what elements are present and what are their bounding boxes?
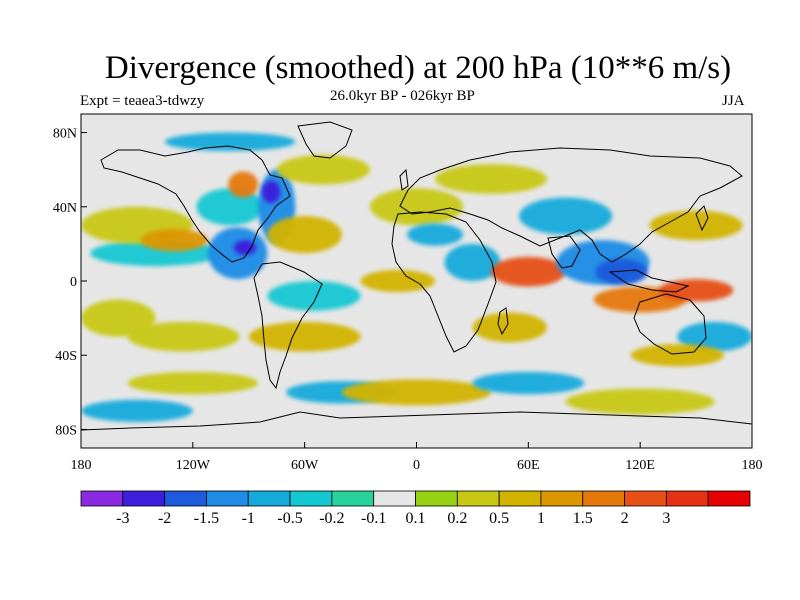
divergence-blob	[595, 258, 648, 285]
coast-india	[547, 235, 581, 269]
colorbar: -3 -2 -1.5 -1 -0.5 -0.2 -0.1 0.1 0.2 0.5 1 1.5 2 3	[80, 490, 751, 527]
colorbar-label: -1.5	[194, 510, 219, 527]
coast-australia	[633, 293, 707, 355]
coast-greenland	[297, 121, 353, 159]
colorbar-swatch	[540, 490, 584, 507]
colorbar-swatch	[206, 490, 249, 507]
colorbar-swatch	[665, 490, 709, 507]
y-tick-label: 80N	[53, 127, 77, 142]
period-label: 26.0kyr BP - 026kyr BP	[330, 88, 475, 104]
divergence-blob	[360, 269, 436, 293]
divergence-blob	[81, 399, 193, 423]
divergence-blob	[233, 240, 257, 256]
divergence-blob	[341, 379, 492, 406]
coast-north-america	[100, 145, 291, 263]
y-axis: 80N 40N 0 40S 80S	[53, 127, 87, 438]
y-tick-label: 80S	[55, 423, 77, 438]
colorbar-swatch	[247, 490, 291, 507]
colorbar-swatch	[456, 490, 500, 507]
colorbar-swatch	[331, 490, 375, 507]
divergence-blob	[519, 197, 613, 235]
divergence-blob	[267, 216, 342, 254]
colorbar-label: 0.5	[489, 510, 509, 527]
divergence-blob	[207, 227, 268, 280]
colorbar-label: 0.1	[406, 510, 426, 527]
colorbar-label: 1.5	[573, 510, 593, 527]
colorbar-swatch	[80, 490, 124, 507]
coast-eurasia	[399, 147, 743, 263]
divergence-blob	[435, 164, 547, 194]
divergence-blob	[267, 281, 361, 311]
colorbar-label: -0.1	[361, 510, 386, 527]
coast-japan	[695, 205, 709, 232]
divergence-blob	[565, 388, 715, 415]
y-tick-label: 40S	[55, 349, 77, 364]
x-tick-label: 180	[742, 458, 763, 473]
divergence-blob	[127, 321, 240, 352]
divergence-blob	[196, 188, 264, 226]
colorbar-label: -3	[116, 510, 129, 527]
coast-uk	[399, 168, 409, 191]
colorbar-swatch	[707, 490, 751, 507]
divergence-blob	[472, 371, 585, 395]
divergence-blob	[261, 180, 281, 204]
x-tick-label: 0	[413, 458, 420, 473]
colorbar-label: -0.2	[319, 510, 344, 527]
colorbar-label: 1	[537, 510, 545, 527]
y-tick-label: 0	[70, 275, 77, 290]
coast-africa	[391, 211, 497, 353]
divergence-blob	[81, 299, 156, 337]
coast-south-america	[253, 261, 323, 390]
colorbar-swatch	[624, 490, 667, 507]
coast-maritime-continent	[608, 269, 690, 293]
colorbar-label: -2	[158, 510, 171, 527]
chart-title: Divergence (smoothed) at 200 hPa (10**6 …	[104, 50, 732, 86]
season-label: JJA	[722, 93, 745, 109]
divergence-blob	[248, 321, 361, 352]
colorbar-label: -1	[242, 510, 255, 527]
colorbar-swatch	[415, 490, 458, 507]
coast-madagascar	[497, 307, 509, 336]
colorbar-swatch	[582, 490, 625, 507]
colorbar-swatch	[373, 490, 416, 507]
divergence-blob	[472, 312, 547, 343]
x-tick-label: 180	[71, 458, 92, 473]
divergence-blob	[491, 256, 566, 287]
colorbar-swatch	[498, 490, 542, 507]
x-tick-label: 60E	[517, 458, 540, 473]
colorbar-label: -0.5	[277, 510, 302, 527]
y-tick-label: 40N	[53, 201, 77, 216]
divergence-blob	[164, 132, 296, 152]
divergence-blob	[127, 371, 259, 395]
colorbar-swatch	[164, 490, 207, 507]
divergence-blob	[369, 188, 464, 226]
divergence-field	[81, 132, 752, 423]
experiment-label: Expt = teaea3-tdwzy	[80, 93, 205, 109]
x-tick-label: 60W	[291, 458, 319, 473]
colorbar-swatch	[122, 490, 166, 507]
coast-antarctica	[81, 411, 752, 431]
divergence-blob	[630, 344, 725, 367]
divergence-blob	[276, 154, 370, 185]
divergence-blob	[407, 223, 464, 246]
divergence-blob	[658, 279, 734, 302]
divergence-blob	[228, 171, 259, 198]
colorbar-label: 3	[662, 510, 670, 527]
colorbar-swatch	[289, 490, 333, 507]
divergence-blob	[140, 229, 208, 252]
coastlines	[81, 121, 752, 431]
colorbar-label: 0.2	[447, 510, 467, 527]
x-tick-label: 120W	[176, 458, 211, 473]
divergence-blob	[677, 321, 752, 352]
divergence-blob	[649, 210, 743, 241]
divergence-blob	[444, 243, 501, 281]
x-tick-label: 120E	[625, 458, 655, 473]
colorbar-label: 2	[621, 510, 629, 527]
x-axis: 180 120W 60W 0 60E 120E 180	[71, 442, 763, 473]
